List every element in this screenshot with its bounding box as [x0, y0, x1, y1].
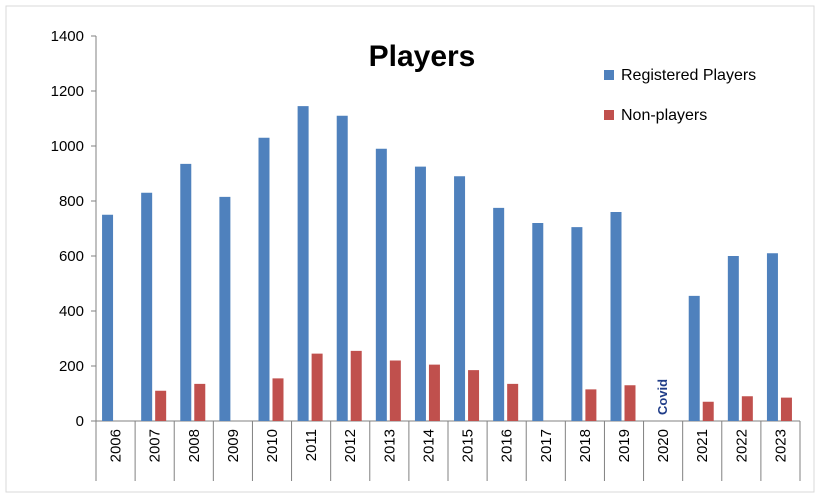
y-tick-label: 1200 — [51, 83, 84, 100]
legend-label: Non-players — [621, 107, 707, 124]
bar-registered-players-2009 — [219, 196, 231, 421]
bar-registered-players-2007 — [141, 192, 153, 421]
y-tick-label: 200 — [59, 358, 84, 375]
legend-label: Registered Players — [621, 67, 756, 84]
x-tick-label: 2007 — [147, 429, 164, 462]
bar-registered-players-2015 — [454, 176, 466, 421]
x-tick-label: 2009 — [225, 429, 242, 462]
bar-non-players-2013 — [389, 360, 401, 421]
bar-registered-players-2017 — [532, 223, 544, 421]
x-tick-labels: 2006 2007 2008 2009 2010 2011 2012 2013 2014 2015… — [95, 421, 801, 481]
x-tick-label: 2013 — [381, 429, 398, 462]
bar-registered-players-2014 — [414, 166, 426, 421]
covid-annotation: Covid — [655, 379, 670, 415]
bar-registered-players-2023 — [766, 253, 778, 421]
x-tick-label: 2011 — [303, 429, 320, 461]
x-tick-label: 2023 — [772, 429, 789, 462]
bar-registered-players-2011 — [297, 106, 309, 421]
x-tick-label: 2015 — [460, 429, 477, 462]
x-tick-label: 2016 — [499, 429, 516, 462]
y-tick-label: 600 — [59, 248, 84, 265]
x-tick-label: 2022 — [733, 429, 750, 462]
legend-swatch — [604, 70, 614, 80]
x-tick-label: 2014 — [420, 429, 437, 462]
x-tick-label: 2012 — [342, 429, 359, 462]
bar-registered-players-2018 — [571, 227, 583, 421]
bar-non-players-2018 — [585, 389, 597, 421]
legend-swatch — [604, 110, 614, 120]
chart-title: Players — [369, 40, 476, 73]
x-tick-label: 2006 — [108, 429, 125, 462]
bar-non-players-2007 — [155, 390, 167, 421]
y-tick-label: 1400 — [51, 28, 84, 45]
bar-registered-players-2012 — [336, 115, 348, 421]
bars — [102, 106, 792, 421]
bar-non-players-2022 — [741, 396, 753, 421]
y-tick-label: 0 — [76, 413, 84, 430]
y-tick-labels: 0 200 400 600 800 1000 1200 1400 — [51, 28, 96, 430]
bar-non-players-2015 — [468, 370, 480, 421]
x-tick-label: 2010 — [264, 429, 281, 462]
y-tick-label: 400 — [59, 303, 84, 320]
x-tick-label: 2021 — [694, 429, 711, 462]
bar-non-players-2016 — [507, 383, 519, 421]
bar-registered-players-2008 — [180, 163, 192, 421]
bar-registered-players-2019 — [610, 212, 622, 421]
x-tick-label: 2008 — [186, 429, 203, 462]
chart-frame — [5, 5, 815, 493]
x-tick-label: 2017 — [538, 429, 555, 462]
bar-registered-players-2010 — [258, 137, 270, 421]
annotations: Covid — [655, 379, 670, 415]
bar-non-players-2021 — [702, 401, 714, 421]
bar-non-players-2023 — [780, 397, 792, 421]
bar-registered-players-2013 — [375, 148, 387, 421]
bar-non-players-2008 — [194, 383, 206, 421]
x-tick-label: 2018 — [577, 429, 594, 462]
bar-non-players-2010 — [272, 378, 284, 421]
bar-registered-players-2016 — [493, 207, 505, 421]
legend: Registered Players Non-players — [604, 67, 756, 124]
y-tick-label: 800 — [59, 193, 84, 210]
bar-non-players-2019 — [624, 385, 636, 421]
x-tick-label: 2020 — [655, 429, 672, 462]
x-tick-label: 2019 — [616, 429, 633, 462]
bar-non-players-2011 — [311, 353, 323, 421]
bar-registered-players-2021 — [688, 295, 700, 421]
bar-registered-players-2006 — [102, 214, 114, 421]
bar-non-players-2014 — [428, 364, 440, 421]
y-tick-label: 1000 — [51, 138, 84, 155]
bar-non-players-2012 — [350, 350, 362, 421]
bar-registered-players-2022 — [727, 256, 739, 421]
